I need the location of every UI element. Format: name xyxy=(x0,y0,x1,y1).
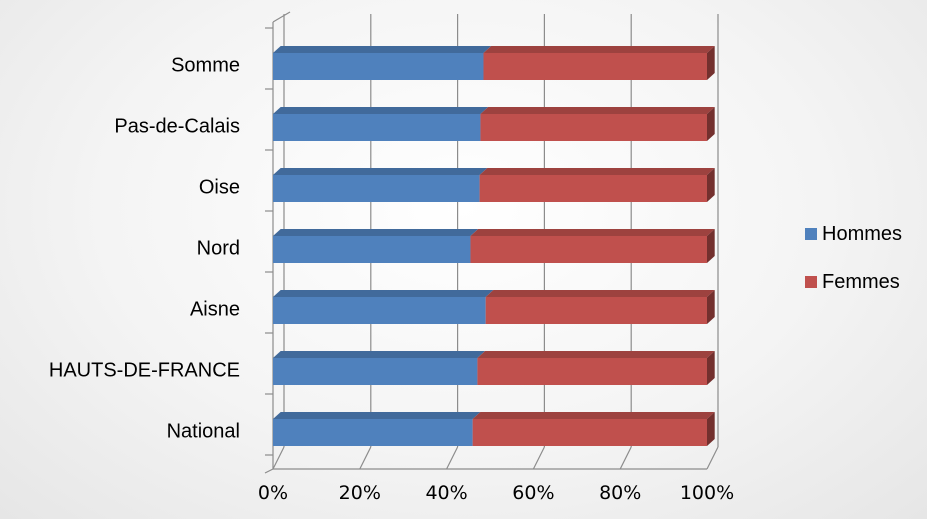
floor-gridline xyxy=(359,446,372,470)
category-label: Somme xyxy=(171,55,240,77)
legend-swatch-hommes xyxy=(805,228,817,240)
category-label: Pas-de-Calais xyxy=(114,116,240,138)
bar-hommes xyxy=(273,107,489,141)
bar-femmes xyxy=(485,290,715,324)
legend-label-hommes: Hommes xyxy=(822,223,902,245)
category-label: Oise xyxy=(199,177,240,199)
bar-hommes xyxy=(273,412,481,446)
bar-hommes xyxy=(273,168,488,202)
x-tick-label: 80% xyxy=(599,482,641,504)
bar-femmes xyxy=(483,46,715,80)
bar-hommes xyxy=(273,290,494,324)
floor-gridline xyxy=(272,446,285,470)
bar-hommes xyxy=(273,351,486,385)
floor-gridline xyxy=(446,446,459,470)
legend-label-femmes: Femmes xyxy=(822,271,900,293)
x-tick-label: 60% xyxy=(512,482,554,504)
bar-femmes xyxy=(470,229,715,263)
floor-left-edge xyxy=(264,468,274,474)
bar-femmes xyxy=(479,168,715,202)
category-label: Aisne xyxy=(190,299,240,321)
category-label: National xyxy=(167,421,240,443)
legend-swatch-femmes xyxy=(805,276,817,288)
category-label: Nord xyxy=(197,238,240,260)
y-axis-top-edge xyxy=(272,11,291,23)
x-tick-label: 40% xyxy=(425,482,467,504)
bar-femmes xyxy=(472,412,715,446)
labels: 0% 20% 40% 60% 80% 100% Somme Pas-de-Calais Oise… xyxy=(49,55,734,505)
floor-gridline xyxy=(619,446,632,470)
bar-hommes xyxy=(273,229,479,263)
x-tick-label: 20% xyxy=(339,482,381,504)
x-tick-label: 0% xyxy=(258,482,288,504)
bar-hommes xyxy=(273,46,492,80)
x-tick-label: 100% xyxy=(680,482,734,504)
floor-gridline xyxy=(532,446,545,470)
legend: Hommes Femmes xyxy=(805,223,902,293)
category-label: HAUTS-DE-FRANCE xyxy=(49,360,240,382)
bar-femmes xyxy=(477,351,715,385)
floor-gridline xyxy=(706,446,719,470)
bar-femmes xyxy=(480,107,715,141)
bars xyxy=(273,46,715,446)
